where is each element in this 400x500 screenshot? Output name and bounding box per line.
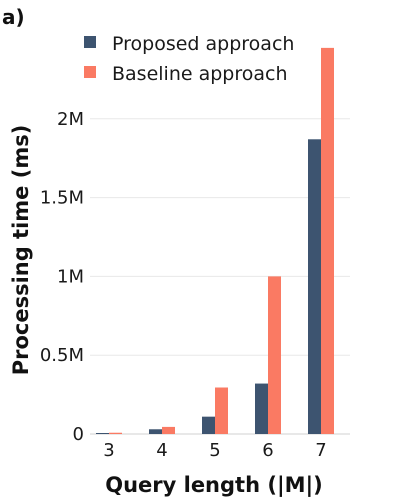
- x-axis-ticks: 3 4 5 6 7: [103, 440, 326, 461]
- bar-proposed: [96, 433, 109, 434]
- y-tick-label: 0.5M: [40, 345, 84, 366]
- y-tick-label: 1.5M: [40, 188, 84, 209]
- x-tick-label: 7: [315, 440, 326, 461]
- legend-swatch-baseline: [84, 66, 96, 78]
- y-axis-ticks: 0 0.5M 1M 1.5M 2M: [40, 109, 84, 445]
- x-tick-label: 5: [209, 440, 220, 461]
- bar-baseline: [215, 387, 228, 434]
- x-tick-label: 6: [262, 440, 273, 461]
- y-tick-label: 1M: [57, 266, 84, 287]
- legend-label-baseline: Baseline approach: [112, 63, 288, 85]
- bar-proposed: [202, 416, 215, 434]
- x-axis-title: Query length (|M|): [105, 473, 323, 498]
- y-tick-label: 0: [73, 424, 84, 445]
- bar-proposed: [255, 383, 268, 434]
- legend-label-proposed: Proposed approach: [112, 33, 294, 55]
- x-tick-label: 3: [103, 440, 114, 461]
- bar-proposed: [308, 139, 321, 434]
- bars: [96, 47, 334, 434]
- x-tick-label: 4: [156, 440, 167, 461]
- y-tick-label: 2M: [57, 109, 84, 130]
- bar-baseline: [109, 432, 122, 434]
- bar-baseline: [162, 426, 175, 434]
- y-axis-title: Processing time (ms): [9, 125, 33, 376]
- bar-baseline: [268, 276, 281, 434]
- gridlines: [90, 118, 350, 435]
- bar-proposed: [149, 429, 162, 434]
- bar-baseline: [321, 47, 334, 434]
- legend: Proposed approach Baseline approach: [84, 33, 294, 85]
- legend-swatch-proposed: [84, 36, 96, 48]
- panel-label: a): [2, 5, 25, 29]
